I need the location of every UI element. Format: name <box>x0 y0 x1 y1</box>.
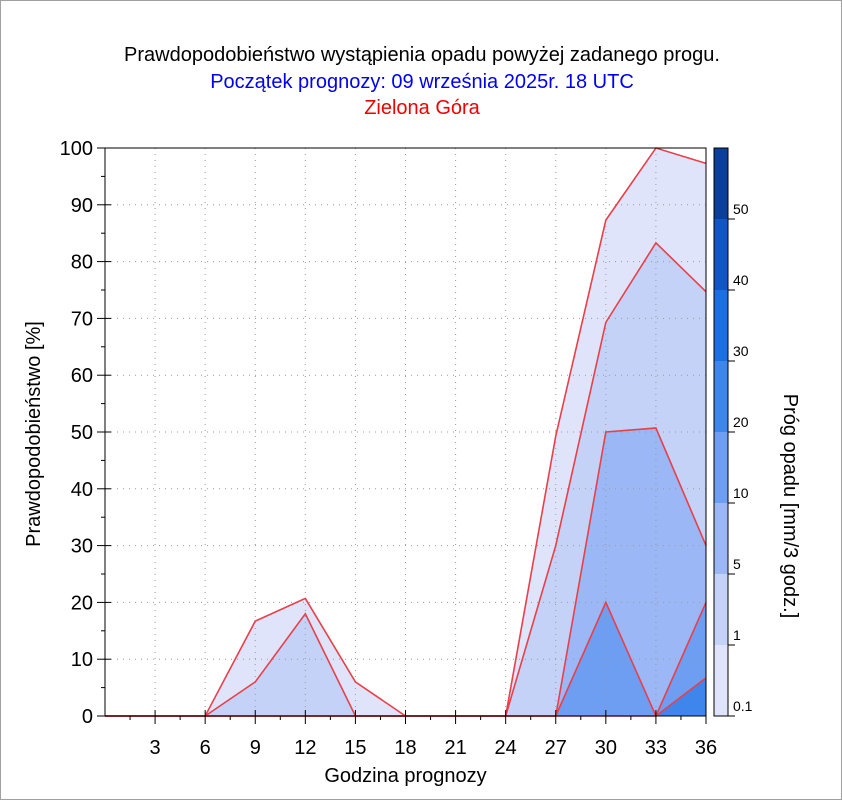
x-tick-label-3: 3 <box>150 737 161 759</box>
x-tick-label-6: 6 <box>200 737 211 759</box>
colorbar-tick-label: 50 <box>733 201 749 217</box>
x-tick-label-36: 36 <box>695 737 717 759</box>
y-tick-label-90: 90 <box>71 195 93 217</box>
y-tick-label-80: 80 <box>71 252 93 274</box>
grid-lines <box>105 148 706 716</box>
colorbar-tick-label: 0.1 <box>733 698 753 714</box>
x-tick-label-15: 15 <box>344 737 366 759</box>
colorbar-label: Próg opadu [mm/3 godz.] <box>779 394 801 619</box>
colorbar-tick-label: 10 <box>733 485 749 501</box>
x-tick-label-12: 12 <box>294 737 316 759</box>
colorbar-band-0 <box>714 645 728 716</box>
chart-subtitle: Początek prognozy: 09 września 2025r. 18… <box>210 71 634 93</box>
colorbar-band-2 <box>714 503 728 574</box>
y-tick-label-60: 60 <box>71 365 93 387</box>
colorbar-band-5 <box>714 290 728 361</box>
colorbar-band-1 <box>714 574 728 645</box>
y-tick-label-70: 70 <box>71 308 93 330</box>
colorbar-tick-label: 20 <box>733 414 749 430</box>
colorbar-band-7 <box>714 148 728 219</box>
y-tick-label-10: 10 <box>71 649 93 671</box>
x-tick-label-9: 9 <box>250 737 261 759</box>
colorbar-band-6 <box>714 219 728 290</box>
colorbar-tick-label: 5 <box>733 556 741 572</box>
y-tick-label-40: 40 <box>71 479 93 501</box>
y-tick-label-0: 0 <box>82 706 93 728</box>
x-tick-label-33: 33 <box>645 737 667 759</box>
x-tick-label-30: 30 <box>595 737 617 759</box>
colorbar-tick-label: 30 <box>733 343 749 359</box>
area-threshold-1 <box>105 242 706 716</box>
colorbar-tick-label: 40 <box>733 272 749 288</box>
chart-title: Prawdopodobieństwo wystąpienia opadu pow… <box>124 44 720 66</box>
x-tick-label-27: 27 <box>545 737 567 759</box>
y-axis-label: Prawdopodobieństwo [%] <box>23 321 45 547</box>
x-tick-label-18: 18 <box>394 737 416 759</box>
x-axis-label: Godzina prognozy <box>324 765 486 787</box>
location-label: Zielona Góra <box>364 97 480 119</box>
colorbar-band-4 <box>714 361 728 432</box>
y-tick-label-100: 100 <box>60 138 93 160</box>
colorbar-band-3 <box>714 432 728 503</box>
y-tick-label-30: 30 <box>71 536 93 558</box>
x-tick-label-24: 24 <box>495 737 517 759</box>
colorbar: 0.1 1 5 10 20 30 40 50 <box>713 147 753 717</box>
y-tick-label-20: 20 <box>71 592 93 614</box>
x-tick-label-21: 21 <box>444 737 466 759</box>
colorbar-tick-label: 1 <box>733 627 741 643</box>
y-tick-label-50: 50 <box>71 422 93 444</box>
area-threshold-5 <box>105 428 706 716</box>
